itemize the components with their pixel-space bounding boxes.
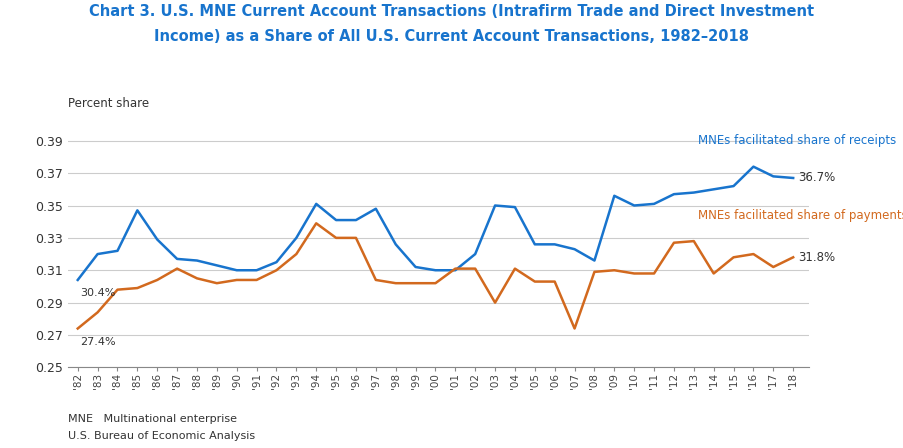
Text: Chart 3. U.S. MNE Current Account Transactions (Intrafirm Trade and Direct Inves: Chart 3. U.S. MNE Current Account Transa…: [89, 4, 814, 19]
Text: MNEs facilitated share of payments: MNEs facilitated share of payments: [697, 209, 903, 222]
Text: 30.4%: 30.4%: [79, 288, 115, 298]
Text: U.S. Bureau of Economic Analysis: U.S. Bureau of Economic Analysis: [68, 431, 255, 441]
Text: MNEs facilitated share of receipts: MNEs facilitated share of receipts: [697, 134, 895, 147]
Text: Income) as a Share of All U.S. Current Account Transactions, 1982–2018: Income) as a Share of All U.S. Current A…: [154, 29, 749, 44]
Text: 36.7%: 36.7%: [797, 172, 834, 185]
Text: 31.8%: 31.8%: [797, 251, 834, 264]
Text: 27.4%: 27.4%: [79, 336, 116, 347]
Text: MNE   Multinational enterprise: MNE Multinational enterprise: [68, 414, 237, 424]
Text: Percent share: Percent share: [68, 97, 149, 110]
